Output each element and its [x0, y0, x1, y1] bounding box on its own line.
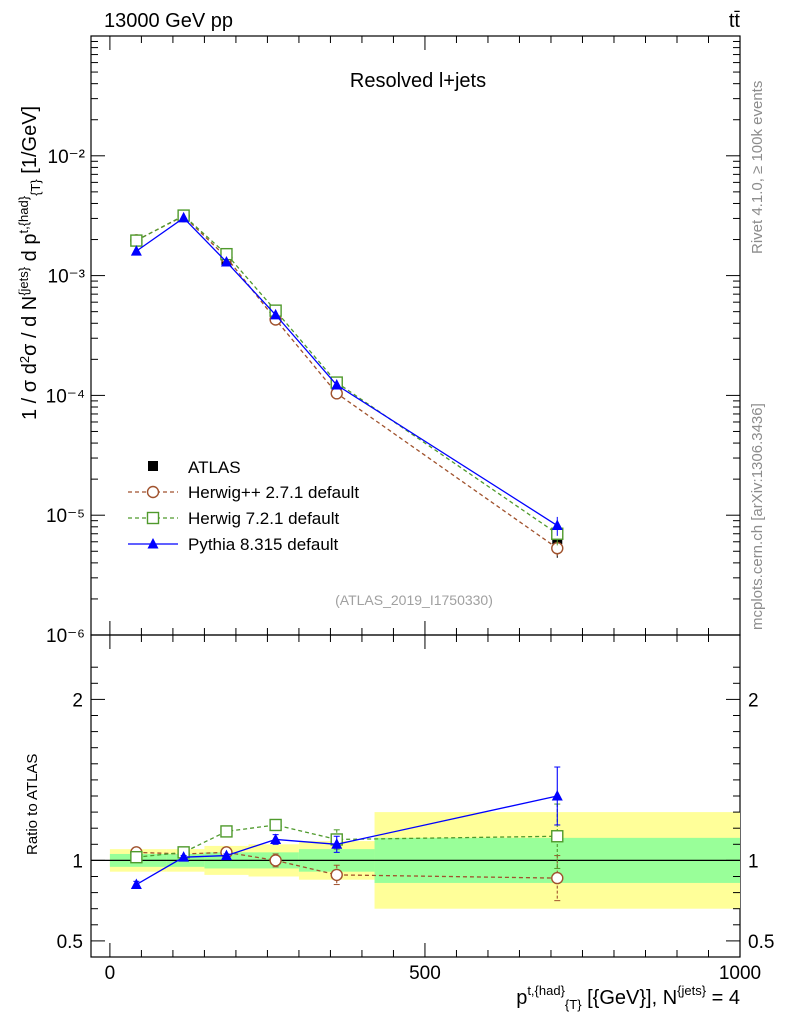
ratio-series-point — [330, 868, 343, 882]
ratio-tick-label-left: 2 — [72, 690, 83, 711]
y-tick-label: 10⁻³ — [48, 267, 86, 288]
plot-title: Resolved l+jets — [350, 70, 486, 92]
series-point — [130, 245, 142, 256]
ratio-series-point — [331, 838, 343, 849]
header-process-label: tt̄ — [729, 10, 741, 32]
series-point — [220, 255, 232, 267]
analysis-id-label: (ATLAS_2019_I1750330) — [335, 592, 493, 608]
ratio-tick-label-right: 1 — [748, 851, 759, 872]
ratio-y-axis-label: Ratio to ATLAS — [24, 754, 41, 855]
ratio-series-point — [270, 833, 282, 844]
rivet-version-label: Rivet 4.1.0, ≥ 100k events — [749, 81, 766, 254]
legend-marker — [146, 485, 160, 499]
y-tick-label: 10⁻² — [48, 147, 86, 168]
legend-marker — [146, 511, 160, 525]
series-point — [331, 379, 343, 390]
ratio-series-point — [551, 871, 564, 885]
legend-atlas-marker — [148, 461, 158, 471]
series-line — [135, 217, 558, 527]
ratio-tick-label-left: 0.5 — [57, 932, 83, 953]
ratio-series-point — [551, 830, 564, 843]
series-point — [270, 308, 282, 320]
x-tick-label: 1000 — [719, 963, 761, 984]
y-tick-label: 10⁻⁶ — [46, 626, 85, 647]
ratio-series-line — [136, 795, 558, 886]
y-tick-label: 10⁻⁴ — [46, 386, 85, 407]
ratio-series-point — [130, 850, 143, 864]
legend-atlas-label: ATLAS — [188, 458, 241, 477]
ratio-tick-label-left: 1 — [72, 851, 83, 872]
ratio-series-point — [220, 825, 233, 838]
y-axis-label: 1 / σ d2σ / d N{jets} d pt,{had}{T} [1/G… — [16, 106, 43, 420]
ratio-series-line — [136, 851, 558, 879]
ratio-series-point — [269, 818, 282, 832]
series-point — [178, 211, 190, 223]
ratio-series-line — [136, 824, 558, 858]
legend-label: Pythia 8.315 default — [188, 535, 339, 554]
main-plot-panel: ATLAS Herwig++ 2.7.1 default Herwig 7.2.1 … — [90, 35, 741, 636]
header-collision-label: 13000 GeV pp — [104, 10, 233, 32]
mcplots-source-label: mcplots.cern.ch [arXiv:1306.3436] — [749, 403, 766, 630]
ratio-series-point — [178, 851, 190, 862]
legend-label: Herwig++ 2.7.1 default — [188, 483, 359, 502]
series-point — [130, 234, 143, 247]
ratio-tick-label-right: 2 — [748, 690, 759, 711]
y-tick-label: 10⁻⁵ — [46, 506, 85, 527]
x-tick-label: 0 — [105, 963, 116, 984]
ratio-series-point — [220, 849, 232, 861]
ratio-series-point — [269, 854, 282, 867]
legend-label: Herwig 7.2.1 default — [188, 509, 339, 528]
ratio-plot-panel — [90, 634, 741, 958]
ratio-tick-label-right: 0.5 — [748, 932, 774, 953]
x-tick-label: 500 — [409, 963, 441, 984]
series-point — [551, 519, 563, 531]
ratio-series-point — [551, 790, 563, 801]
ratio-series-point — [130, 878, 142, 890]
x-axis-label: pt,{had}{T} [{GeV}], N{jets} = 4 — [516, 983, 740, 1012]
legend-marker — [147, 538, 159, 549]
